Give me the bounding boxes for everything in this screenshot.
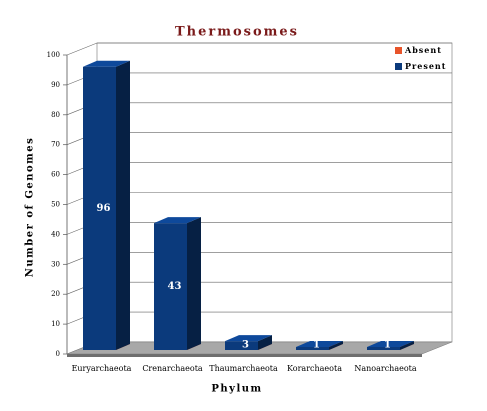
value-label: 96: [97, 203, 111, 214]
bar-front: [225, 341, 258, 350]
y-tick-label: 20: [51, 290, 60, 298]
bar-top: [367, 341, 414, 348]
bar-top: [154, 217, 201, 224]
bar-top: [83, 60, 130, 67]
bar: [296, 341, 343, 350]
bar-front: [83, 66, 116, 351]
y-tick-label: 40: [51, 230, 60, 238]
bar: [154, 217, 201, 350]
y-tick-label: 100: [47, 51, 60, 59]
y-tick-label: 80: [51, 111, 60, 119]
grid-line: [66, 42, 452, 56]
y-tick-label: 10: [51, 320, 60, 328]
x-tick-label: Euryarchaeota: [72, 364, 132, 373]
bar-top: [296, 341, 343, 348]
value-label: 1: [313, 340, 320, 351]
value-label: 1: [384, 340, 391, 351]
x-tick-label: Crenarchaeota: [142, 364, 203, 373]
y-tick-label: 90: [51, 81, 60, 89]
floor-edge: [67, 354, 422, 357]
legend-label: Absent: [404, 45, 442, 55]
bar: [225, 335, 272, 350]
x-tick-label: Korarchaeota: [287, 364, 342, 373]
y-tick-label: 70: [51, 141, 60, 149]
y-tick-label: 0: [56, 350, 60, 358]
bar: [367, 341, 414, 350]
x-axis-label: Phylum: [211, 384, 262, 395]
legend-swatch: [395, 63, 402, 70]
bar-side: [258, 335, 272, 350]
value-label: 3: [242, 340, 249, 351]
bar-front: [296, 347, 329, 350]
y-axis-label: Number of Genomes: [25, 137, 36, 277]
x-tick-label: Thaumarchaeota: [209, 364, 278, 373]
bar-front: [154, 223, 187, 350]
legend-swatch: [395, 47, 402, 54]
chart-title: Thermosomes: [175, 25, 299, 40]
bar-side: [400, 341, 414, 350]
bar-front: [367, 347, 400, 350]
value-label: 43: [168, 281, 182, 292]
y-tick-label: 50: [51, 201, 60, 209]
bar: [83, 60, 130, 351]
bar-top: [225, 335, 272, 342]
bar-side: [187, 217, 201, 350]
x-tick-label: Nanoarchaeota: [354, 364, 417, 373]
legend-label: Present: [405, 61, 446, 71]
bar-side: [116, 60, 130, 351]
y-tick-label: 30: [51, 260, 60, 268]
y-tick-label: 60: [51, 171, 60, 179]
bar-side: [329, 341, 343, 350]
